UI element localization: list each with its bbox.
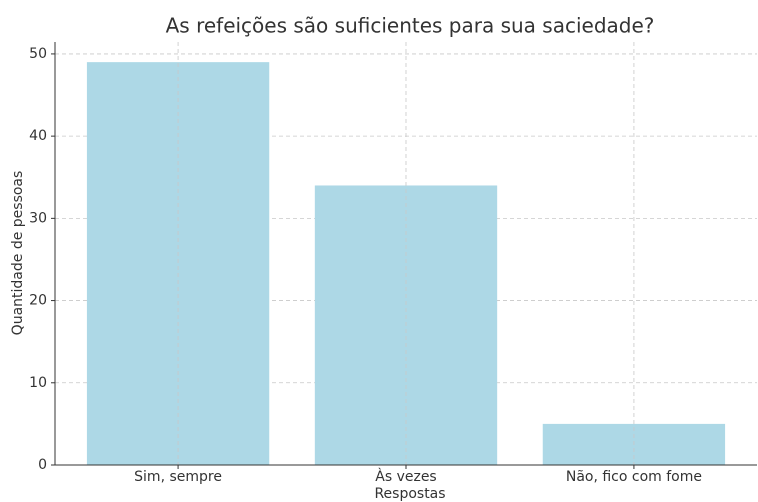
y-tick-label: 10: [29, 375, 47, 391]
y-axis-label: Quantidade de pessoas: [10, 171, 26, 336]
x-tick-label: Às vezes: [375, 468, 436, 485]
y-tick-label: 50: [29, 46, 47, 62]
y-tick-label: 0: [38, 457, 47, 473]
x-axis-label: Respostas: [374, 486, 445, 502]
x-tick-label: Não, fico com fome: [566, 469, 702, 485]
y-tick-label: 40: [29, 128, 47, 144]
y-tick-label: 20: [29, 293, 47, 309]
chart-title: As refeições são suficientes para sua sa…: [166, 14, 655, 38]
x-tick-label: Sim, sempre: [134, 469, 222, 485]
y-tick-label: 30: [29, 210, 47, 226]
